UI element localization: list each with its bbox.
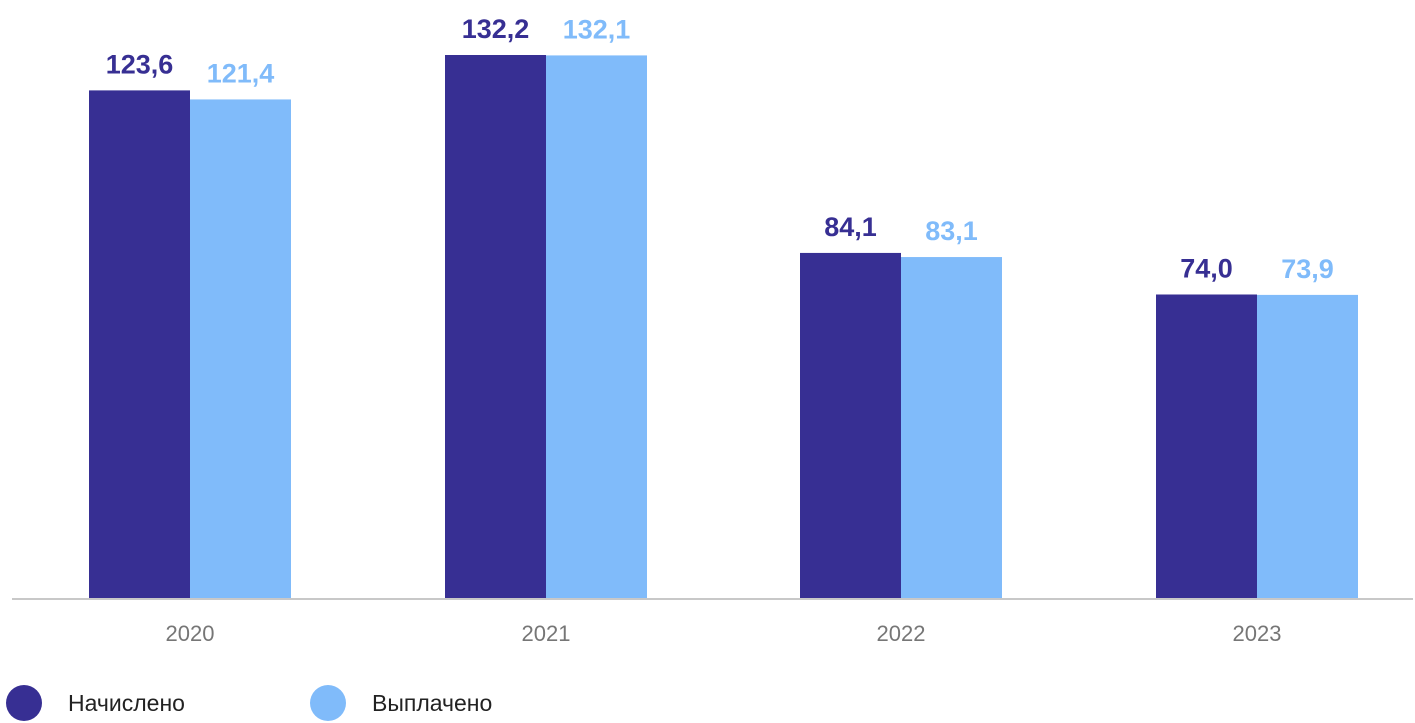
bar-2021-series-0 xyxy=(445,55,546,599)
value-label-2021-series-1: 132,1 xyxy=(563,14,631,44)
value-label-2020-series-0: 123,6 xyxy=(106,49,174,79)
legend-label-series-1: Выплачено xyxy=(372,689,493,716)
bars-group xyxy=(89,55,1358,600)
x-tick-label-2020: 2020 xyxy=(166,621,215,646)
x-tick-labels-group: 2020 2021 2022 2023 xyxy=(166,621,1282,646)
value-label-2023-series-0: 74,0 xyxy=(1180,253,1233,283)
x-tick-label-2022: 2022 xyxy=(877,621,926,646)
legend-swatch-series-1 xyxy=(310,685,346,721)
value-label-2020-series-1: 121,4 xyxy=(207,58,275,88)
bar-2022-series-0 xyxy=(800,252,901,599)
x-tick-label-2021: 2021 xyxy=(522,621,571,646)
value-label-2022-series-1: 83,1 xyxy=(925,216,978,246)
bar-2023-series-1 xyxy=(1257,294,1358,599)
value-label-2023-series-1: 73,9 xyxy=(1281,254,1334,284)
legend-label-series-0: Начислено xyxy=(68,689,185,716)
legend-swatch-series-0 xyxy=(6,685,42,721)
value-label-2021-series-0: 132,2 xyxy=(462,14,530,44)
bar-2022-series-1 xyxy=(901,257,1002,599)
bar-2020-series-1 xyxy=(190,99,291,599)
value-labels-group: 123,6 121,4 132,2 132,1 84,1 83,1 74,0 73,9 xyxy=(106,14,1334,284)
legend-item-series-0: Начислено xyxy=(6,683,185,723)
bar-2020-series-0 xyxy=(89,90,190,600)
bar-chart: 123,6 121,4 132,2 132,1 84,1 83,1 74,0 73,9 202… xyxy=(12,14,1413,646)
x-tick-label-2023: 2023 xyxy=(1233,621,1282,646)
legend-item-series-1: Выплачено xyxy=(310,683,492,723)
bar-2021-series-1 xyxy=(546,55,647,599)
bar-2023-series-0 xyxy=(1156,294,1257,599)
value-label-2022-series-0: 84,1 xyxy=(824,212,877,242)
